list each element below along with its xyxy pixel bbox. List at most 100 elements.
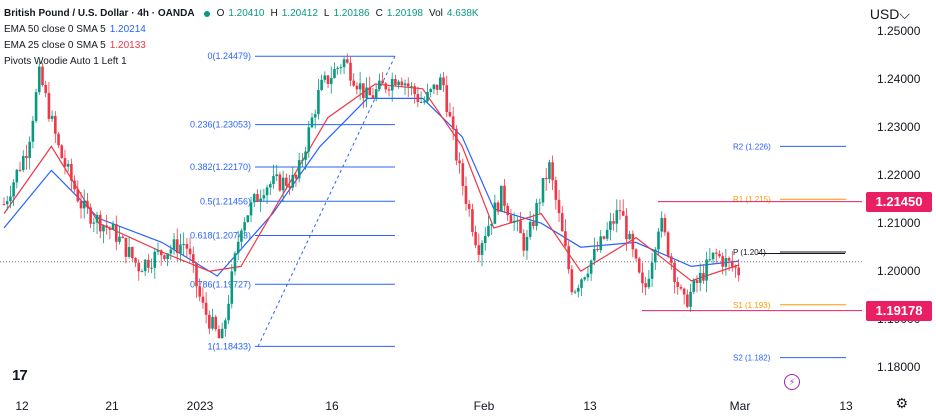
candle-body — [195, 262, 198, 287]
candle-body — [28, 141, 31, 159]
candle-body — [150, 267, 153, 269]
candle-body — [381, 80, 384, 84]
ohlc-open-key: O — [216, 8, 225, 19]
candle-body — [37, 66, 41, 93]
currency-selector[interactable]: USD⌵ — [870, 6, 910, 23]
ohlc-close-key: C — [375, 8, 383, 19]
candle-body — [442, 77, 445, 86]
ema50-row[interactable]: EMA 50 close 0 SMA 5 1.20214 — [4, 22, 481, 38]
symbol-title[interactable]: British Pound / U.S. Dollar · 4h · OANDA — [4, 8, 195, 19]
candle-body — [278, 174, 282, 191]
candle-body — [499, 185, 503, 212]
candle-body — [718, 253, 721, 257]
candle-body — [281, 177, 285, 191]
candle-body — [137, 262, 141, 272]
candle-body — [548, 162, 551, 180]
lightning-icon[interactable]: ⚡ — [784, 374, 800, 390]
candle-body — [650, 262, 654, 279]
candle-body — [352, 80, 356, 86]
fib-level-label: 0.382(1.22170) — [190, 162, 251, 172]
candle-body — [618, 210, 622, 212]
candle-body — [737, 267, 740, 276]
fib-level-label: 0.786(1.19727) — [190, 279, 251, 289]
candle-body — [163, 255, 166, 260]
candle-body — [583, 277, 587, 280]
ohlc-high-key: H — [270, 8, 278, 19]
fib-level-label: 0.618(1.20743) — [190, 231, 251, 241]
candle-body — [288, 185, 291, 188]
candle-body — [313, 114, 317, 118]
candle-body — [602, 236, 606, 239]
axes[interactable]: 1.25000 1.24000 1.23000 1.22000 1.21000 1.200… — [15, 24, 920, 413]
candle-body — [692, 280, 696, 292]
pivots-row[interactable]: Pivots Woodie Auto 1 Left 1 — [4, 54, 481, 70]
ohlc-high-value: 1.20412 — [281, 8, 318, 19]
candle-body — [519, 220, 522, 234]
candle-body — [63, 158, 67, 167]
candle-body — [268, 184, 272, 188]
candle-body — [98, 214, 102, 232]
candle-body — [368, 87, 372, 96]
tradingview-logo-icon[interactable]: 17 — [12, 367, 28, 384]
candle-body — [512, 220, 516, 223]
x-tick-label: 13 — [839, 399, 853, 413]
candle-body — [236, 241, 240, 254]
candle-body — [89, 207, 92, 224]
pivot-label: R2 (1.226) — [733, 142, 771, 151]
candle-body — [410, 86, 413, 88]
pivot-label: R1 (1.215) — [733, 195, 771, 204]
candle-body — [208, 314, 211, 329]
candle-body — [2, 204, 6, 205]
candle-body — [455, 128, 458, 161]
candle-body — [483, 236, 487, 244]
candle-body — [323, 75, 327, 80]
candle-body — [329, 78, 333, 84]
candle-body — [625, 215, 628, 240]
ema25-label: EMA 25 close 0 SMA 5 — [4, 40, 106, 51]
candle-body — [185, 244, 189, 249]
candle-body — [198, 286, 202, 297]
candle-body — [551, 162, 554, 181]
ema25-row[interactable]: EMA 25 close 0 SMA 5 1.20133 — [4, 38, 481, 54]
chevron-down-icon: ⌵ — [899, 6, 910, 22]
candle-body — [25, 156, 28, 159]
candle-body — [172, 239, 176, 250]
candle-body — [615, 210, 619, 224]
candle-body — [419, 101, 423, 103]
candle-body — [118, 236, 121, 242]
candle-body — [496, 202, 500, 212]
candle-body — [734, 266, 737, 268]
candle-body — [201, 296, 205, 303]
candle-body — [516, 220, 519, 222]
horizontal-levels[interactable] — [0, 201, 862, 312]
ohlc-low-value: 1.20186 — [333, 8, 370, 19]
x-tick-label: 12 — [15, 399, 29, 413]
candle-body — [487, 225, 490, 237]
candle-body — [297, 160, 301, 179]
fibonacci-retracement[interactable]: 0(1.24479) 0.236(1.23053) 0.382(1.22170) 0.… — [190, 51, 396, 351]
candle-body — [686, 294, 689, 307]
ema50-label: EMA 50 close 0 SMA 5 — [4, 24, 106, 35]
candle-body — [528, 221, 532, 237]
candle-body — [243, 222, 246, 231]
candle-body — [560, 213, 564, 232]
candle-body — [214, 316, 218, 330]
candle-body — [310, 117, 314, 128]
x-tick-label: 16 — [325, 399, 339, 413]
symbol-row: British Pound / U.S. Dollar · 4h · OANDA… — [4, 6, 481, 22]
candle-body — [609, 221, 612, 230]
candle-body — [121, 236, 125, 238]
gear-icon[interactable]: ⚙ — [895, 395, 908, 411]
candle-body — [256, 194, 259, 202]
candle-body — [227, 303, 230, 321]
candle-body — [390, 78, 394, 91]
candle-body — [490, 223, 493, 226]
candle-body — [131, 247, 134, 259]
fib-level-label: 0.5(1.21456) — [200, 196, 251, 206]
candle-body — [111, 224, 115, 230]
candle-body — [86, 200, 89, 208]
candle-body — [378, 80, 381, 90]
candle-body — [15, 169, 19, 183]
pivot-label: S2 (1.182) — [733, 354, 771, 363]
